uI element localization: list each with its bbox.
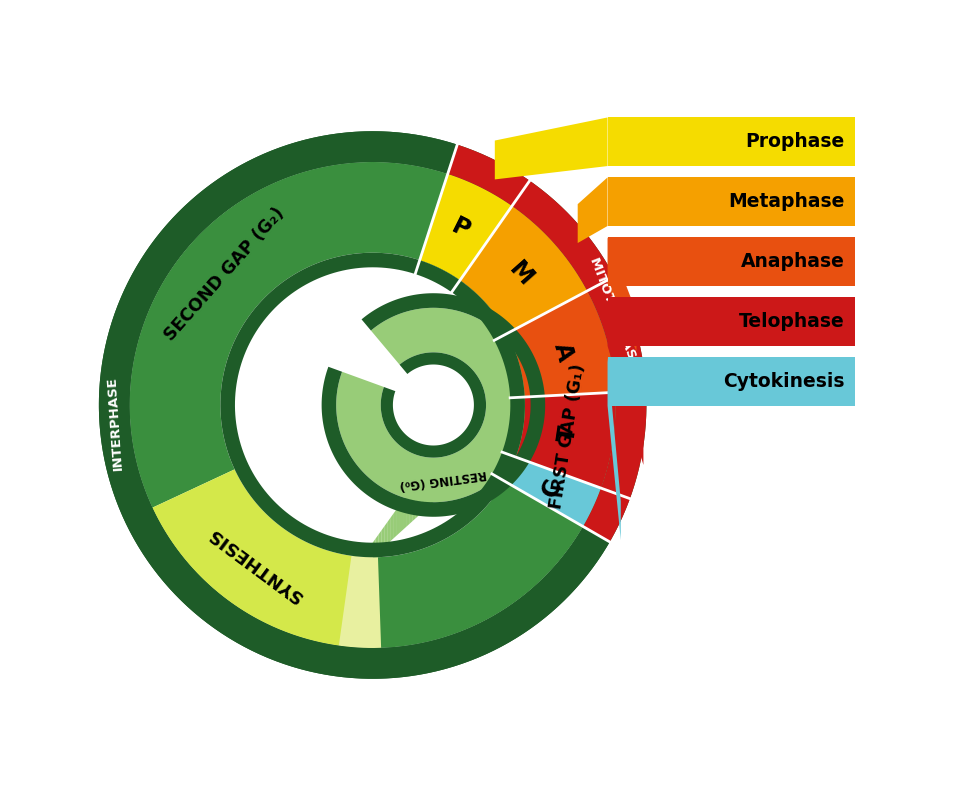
Polygon shape [129, 162, 447, 508]
Text: Cytokinesis: Cytokinesis [723, 372, 844, 391]
Polygon shape [338, 556, 381, 648]
Polygon shape [397, 505, 400, 535]
Polygon shape [447, 145, 647, 542]
Polygon shape [373, 539, 376, 557]
Polygon shape [390, 513, 394, 541]
Polygon shape [400, 501, 403, 532]
Polygon shape [221, 253, 525, 557]
Polygon shape [415, 479, 418, 518]
Polygon shape [607, 297, 643, 465]
Text: FIRST GAP (G₁): FIRST GAP (G₁) [548, 362, 588, 509]
Bar [607, 177, 855, 226]
Text: T: T [555, 424, 581, 444]
Polygon shape [419, 174, 512, 280]
Text: Anaphase: Anaphase [741, 252, 844, 271]
Polygon shape [516, 392, 616, 488]
Text: SECOND GAP (G₂): SECOND GAP (G₂) [161, 204, 288, 344]
Polygon shape [577, 177, 607, 243]
Bar [607, 237, 855, 286]
Text: Metaphase: Metaphase [729, 192, 844, 211]
Polygon shape [394, 509, 397, 538]
Polygon shape [99, 131, 610, 679]
Polygon shape [607, 357, 621, 540]
Polygon shape [504, 457, 601, 526]
Text: RESTING (G₀): RESTING (G₀) [399, 467, 488, 492]
Text: Prophase: Prophase [745, 132, 844, 151]
Polygon shape [413, 483, 415, 522]
Text: M: M [504, 258, 537, 291]
Bar [607, 117, 855, 166]
Polygon shape [373, 174, 616, 648]
Polygon shape [430, 458, 434, 505]
Bar [607, 297, 855, 346]
Text: Telophase: Telophase [739, 312, 844, 331]
Polygon shape [607, 237, 636, 352]
Polygon shape [507, 291, 615, 397]
Polygon shape [388, 518, 390, 544]
Polygon shape [379, 530, 382, 552]
Polygon shape [352, 556, 373, 648]
Text: P: P [447, 214, 474, 243]
Bar [607, 357, 855, 406]
Polygon shape [424, 467, 427, 510]
Polygon shape [152, 469, 360, 647]
Polygon shape [421, 471, 424, 514]
Text: SYNTHESIS: SYNTHESIS [204, 523, 306, 605]
Polygon shape [99, 131, 647, 679]
Polygon shape [381, 352, 486, 458]
Polygon shape [385, 522, 388, 546]
Text: INTERPHASE: INTERPHASE [105, 376, 124, 471]
Polygon shape [427, 462, 430, 508]
Polygon shape [418, 475, 421, 516]
Polygon shape [336, 308, 530, 502]
Text: MITOTIC PHASE: MITOTIC PHASE [587, 256, 641, 369]
Polygon shape [382, 526, 385, 549]
Polygon shape [406, 492, 409, 527]
Text: A: A [549, 340, 577, 364]
Polygon shape [409, 488, 413, 524]
Text: C: C [537, 475, 566, 501]
Polygon shape [460, 206, 587, 334]
Polygon shape [495, 117, 607, 180]
Polygon shape [322, 293, 546, 517]
Polygon shape [403, 496, 406, 530]
Polygon shape [376, 535, 379, 555]
